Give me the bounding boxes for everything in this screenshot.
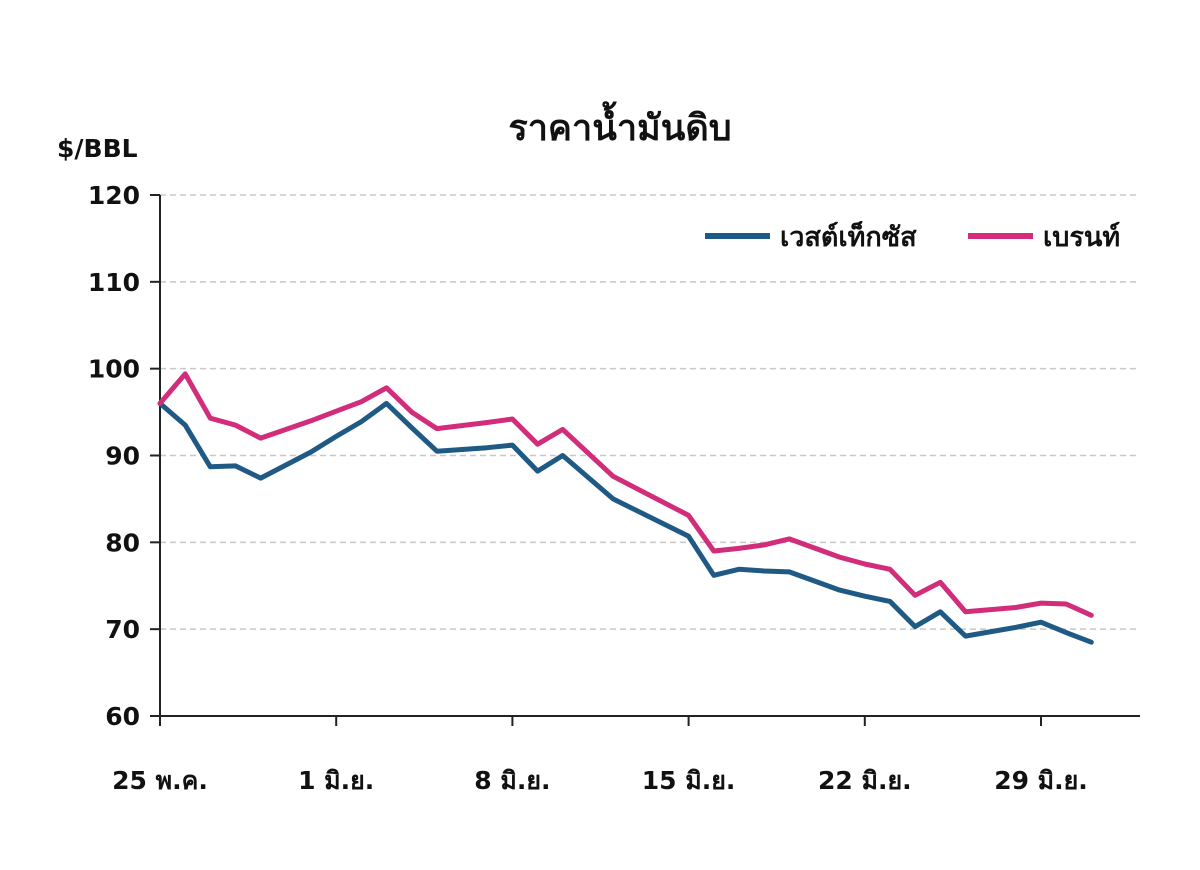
y-tick-label: 60 bbox=[105, 702, 140, 731]
legend-label: เวสต์เท็กซัส bbox=[780, 219, 917, 253]
y-tick-label: 90 bbox=[105, 442, 140, 471]
legend-label: เบรนท์ bbox=[1043, 221, 1120, 253]
x-tick-label: 15 มิ.ย. bbox=[642, 766, 736, 795]
x-tick-label: 25 พ.ค. bbox=[112, 766, 208, 795]
y-axis-unit-label: $/BBL bbox=[57, 134, 138, 163]
y-tick-label: 70 bbox=[105, 615, 140, 644]
x-tick-label: 8 มิ.ย. bbox=[474, 766, 550, 795]
y-axis-ticks: 120 110 100 90 80 70 60 bbox=[88, 181, 160, 731]
x-tick-label: 1 มิ.ย. bbox=[298, 766, 374, 795]
x-tick-label: 29 มิ.ย. bbox=[994, 766, 1088, 795]
y-tick-label: 120 bbox=[88, 181, 140, 210]
series-line-wti bbox=[157, 400, 1094, 645]
gridlines bbox=[160, 194, 1140, 630]
y-tick-label: 80 bbox=[105, 528, 140, 557]
y-tick-label: 100 bbox=[88, 355, 140, 384]
y-tick-label: 110 bbox=[88, 268, 140, 297]
x-axis-ticks: 25 พ.ค. 1 มิ.ย. 8 มิ.ย. 15 มิ.ย. 22 มิ.ย. 29 … bbox=[112, 716, 1088, 795]
x-tick-label: 22 มิ.ย. bbox=[818, 766, 912, 795]
series-lines bbox=[157, 371, 1094, 645]
series-line-brent bbox=[157, 371, 1094, 618]
chart-title: ราคาน้ำมันดิบ bbox=[508, 101, 731, 149]
legend: เวสต์เท็กซัส เบรนท์ bbox=[705, 219, 1120, 253]
